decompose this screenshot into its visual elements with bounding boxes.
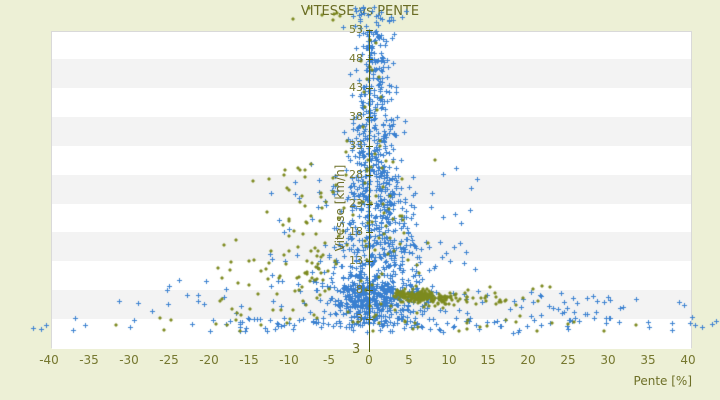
- y-tick-mark: [366, 290, 373, 291]
- plot-area: [51, 31, 692, 349]
- x-tick-label-25: 25: [560, 353, 576, 367]
- y-tick-mark: [366, 59, 373, 60]
- grid-band: [52, 261, 691, 291]
- x-tick-label--35: -35: [79, 353, 99, 367]
- y-tick-label-43: 43: [349, 81, 363, 94]
- y-axis-title: Vitesse [km/h]: [333, 164, 347, 252]
- chart-title: VITESSE vs PENTE: [300, 4, 420, 19]
- x-axis-title: Pente [%]: [633, 374, 692, 388]
- grid-band: [52, 87, 691, 117]
- grid-band: [52, 232, 691, 262]
- y-tick-mark: [366, 204, 373, 205]
- y-tick-mark: [366, 88, 373, 89]
- grid-band: [52, 203, 691, 233]
- grid-band: [52, 174, 691, 204]
- x-tick-label-35: 35: [640, 353, 656, 367]
- y-tick-label-8: 8: [356, 283, 363, 296]
- y-tick-label-3: 3: [356, 312, 363, 325]
- x-tick-label-40: 40: [680, 353, 696, 367]
- y-tick-mark: [366, 30, 373, 31]
- x-tick-label--20: -20: [199, 353, 219, 367]
- y-tick-label-28: 28: [349, 168, 363, 181]
- y-tick-mark: [366, 117, 373, 118]
- y-tick-label-38: 38: [349, 110, 363, 123]
- grid-band: [52, 116, 691, 146]
- x-tick-label--30: -30: [119, 353, 139, 367]
- x-tick-label--10: -10: [279, 353, 299, 367]
- y-tick-label-53: 53: [349, 23, 363, 36]
- y-tick-label-33: 33: [349, 139, 363, 152]
- y-tick-mark: [366, 146, 373, 147]
- x-tick-label--5: -5: [323, 353, 335, 367]
- x-tick-label-20: 20: [520, 353, 536, 367]
- y-tick-mark: [366, 261, 373, 262]
- y-axis-line: [369, 31, 370, 352]
- y-axis-end-label: 3: [352, 342, 361, 357]
- y-tick-mark: [366, 175, 373, 176]
- x-tick-label-30: 30: [600, 353, 616, 367]
- x-tick-label--15: -15: [239, 353, 259, 367]
- y-tick-label-48: 48: [349, 52, 363, 65]
- x-tick-label-5: 5: [405, 353, 413, 367]
- grid-band: [52, 32, 691, 60]
- grid-band: [52, 145, 691, 175]
- grid-band: [52, 319, 691, 349]
- y-tick-label-18: 18: [349, 225, 363, 238]
- grid-band: [52, 290, 691, 320]
- y-tick-label-13: 13: [349, 254, 363, 267]
- y-tick-mark: [366, 232, 373, 233]
- x-tick-label-0: 0: [365, 353, 373, 367]
- y-tick-mark: [366, 319, 373, 320]
- x-tick-label-10: 10: [441, 353, 457, 367]
- x-tick-label--25: -25: [159, 353, 179, 367]
- x-tick-label--40: -40: [39, 353, 59, 367]
- y-tick-label-23: 23: [349, 197, 363, 210]
- x-tick-label-15: 15: [480, 353, 496, 367]
- grid-band: [52, 59, 691, 88]
